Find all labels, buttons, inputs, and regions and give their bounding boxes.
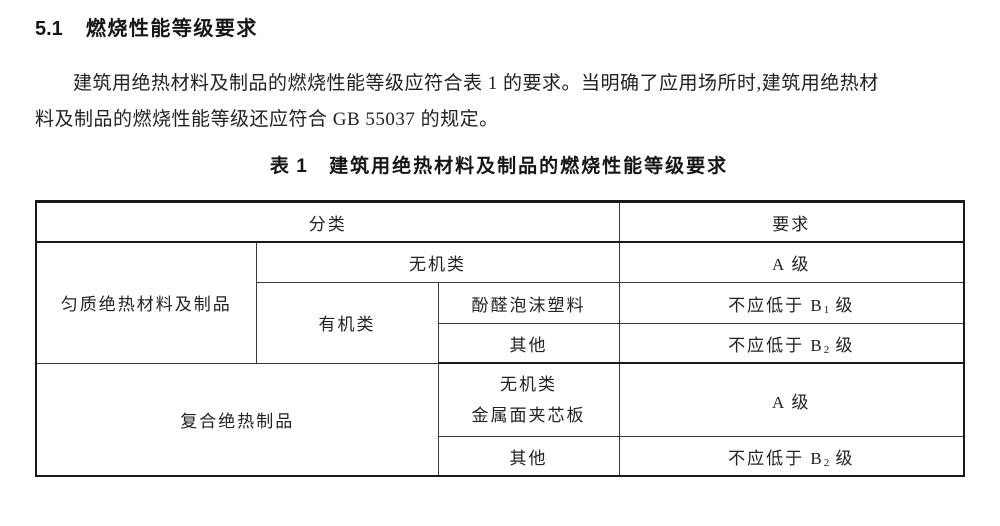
cell-phenolic-requirement: 不应低于 B1 级: [618, 282, 965, 324]
cell-organic-other-type: 其他: [437, 323, 620, 364]
column-header-classification: 分类: [35, 201, 620, 243]
composite-inorganic-line-1: 无机类: [500, 375, 557, 394]
cell-composite-label: 复合绝热制品: [35, 362, 439, 477]
table-row: 复合绝热制品 无机类 金属面夹芯板 A 级: [35, 362, 965, 477]
cell-composite-other-type: 其他: [437, 436, 620, 477]
section-number: 5.1: [35, 18, 63, 40]
body-paragraph: 建筑用绝热材料及制品的燃烧性能等级应符合表 1 的要求。当明确了应用场所时,建筑…: [35, 66, 963, 138]
section-heading: 5.1 燃烧性能等级要求: [35, 16, 963, 42]
cell-organic-type: 有机类: [255, 282, 439, 364]
cell-composite-other-requirement: 不应低于 B2 级: [618, 436, 965, 477]
cell-inorganic-type: 无机类: [255, 241, 620, 283]
grade-subscript: 2: [823, 343, 830, 356]
table-row: 有机类 酚醛泡沫塑料 不应低于 B1 级: [36, 282, 965, 364]
cell-homogeneous-label: 匀质绝热材料及制品: [35, 241, 257, 364]
table-caption-label: 表 1: [269, 156, 308, 177]
cell-composite-inorganic-type: 无机类 金属面夹芯板: [437, 362, 620, 437]
cell-organic-other-requirement: 不应低于 B2 级: [618, 323, 965, 364]
grade-subscript: 1: [823, 303, 830, 316]
cell-inorganic-requirement: A 级: [618, 241, 965, 283]
requirement-prefix: 不应低于 B: [728, 295, 824, 315]
table-caption-text: 建筑用绝热材料及制品的燃烧性能等级要求: [329, 156, 729, 177]
table-row: 匀质绝热材料及制品 无机类 A 级: [35, 241, 965, 364]
requirement-suffix: 级: [829, 335, 855, 355]
grade-subscript: 2: [823, 456, 830, 469]
requirement-prefix: 不应低于 B: [728, 335, 824, 355]
table-caption: 表 1 建筑用绝热材料及制品的燃烧性能等级要求: [35, 154, 963, 180]
table-row: 其他 不应低于 B2 级: [36, 436, 965, 477]
requirement-suffix: 级: [829, 295, 855, 315]
table-header-row: 分类 要求: [35, 201, 965, 243]
cell-composite-inorganic-requirement: A 级: [618, 362, 965, 437]
document-page: 5.1 燃烧性能等级要求 建筑用绝热材料及制品的燃烧性能等级应符合表 1 的要求…: [0, 16, 1000, 477]
paragraph-line-2: 料及制品的燃烧性能等级还应符合 GB 55037 的规定。: [35, 109, 499, 130]
table-row: 其他 不应低于 B2 级: [36, 323, 965, 364]
requirements-table: 分类 要求 匀质绝热材料及制品 无机类 A 级 有机类 酚醛泡沫塑料 不应低于 …: [35, 200, 966, 477]
requirement-prefix: 不应低于 B: [728, 448, 824, 468]
column-header-requirement: 要求: [618, 201, 965, 243]
paragraph-line-1: 建筑用绝热材料及制品的燃烧性能等级应符合表 1 的要求。当明确了应用场所时,建筑…: [73, 73, 879, 94]
requirement-suffix: 级: [829, 448, 855, 468]
cell-phenolic-type: 酚醛泡沫塑料: [437, 282, 620, 324]
section-title: 燃烧性能等级要求: [85, 18, 258, 40]
composite-inorganic-line-2: 金属面夹芯板: [471, 406, 586, 425]
